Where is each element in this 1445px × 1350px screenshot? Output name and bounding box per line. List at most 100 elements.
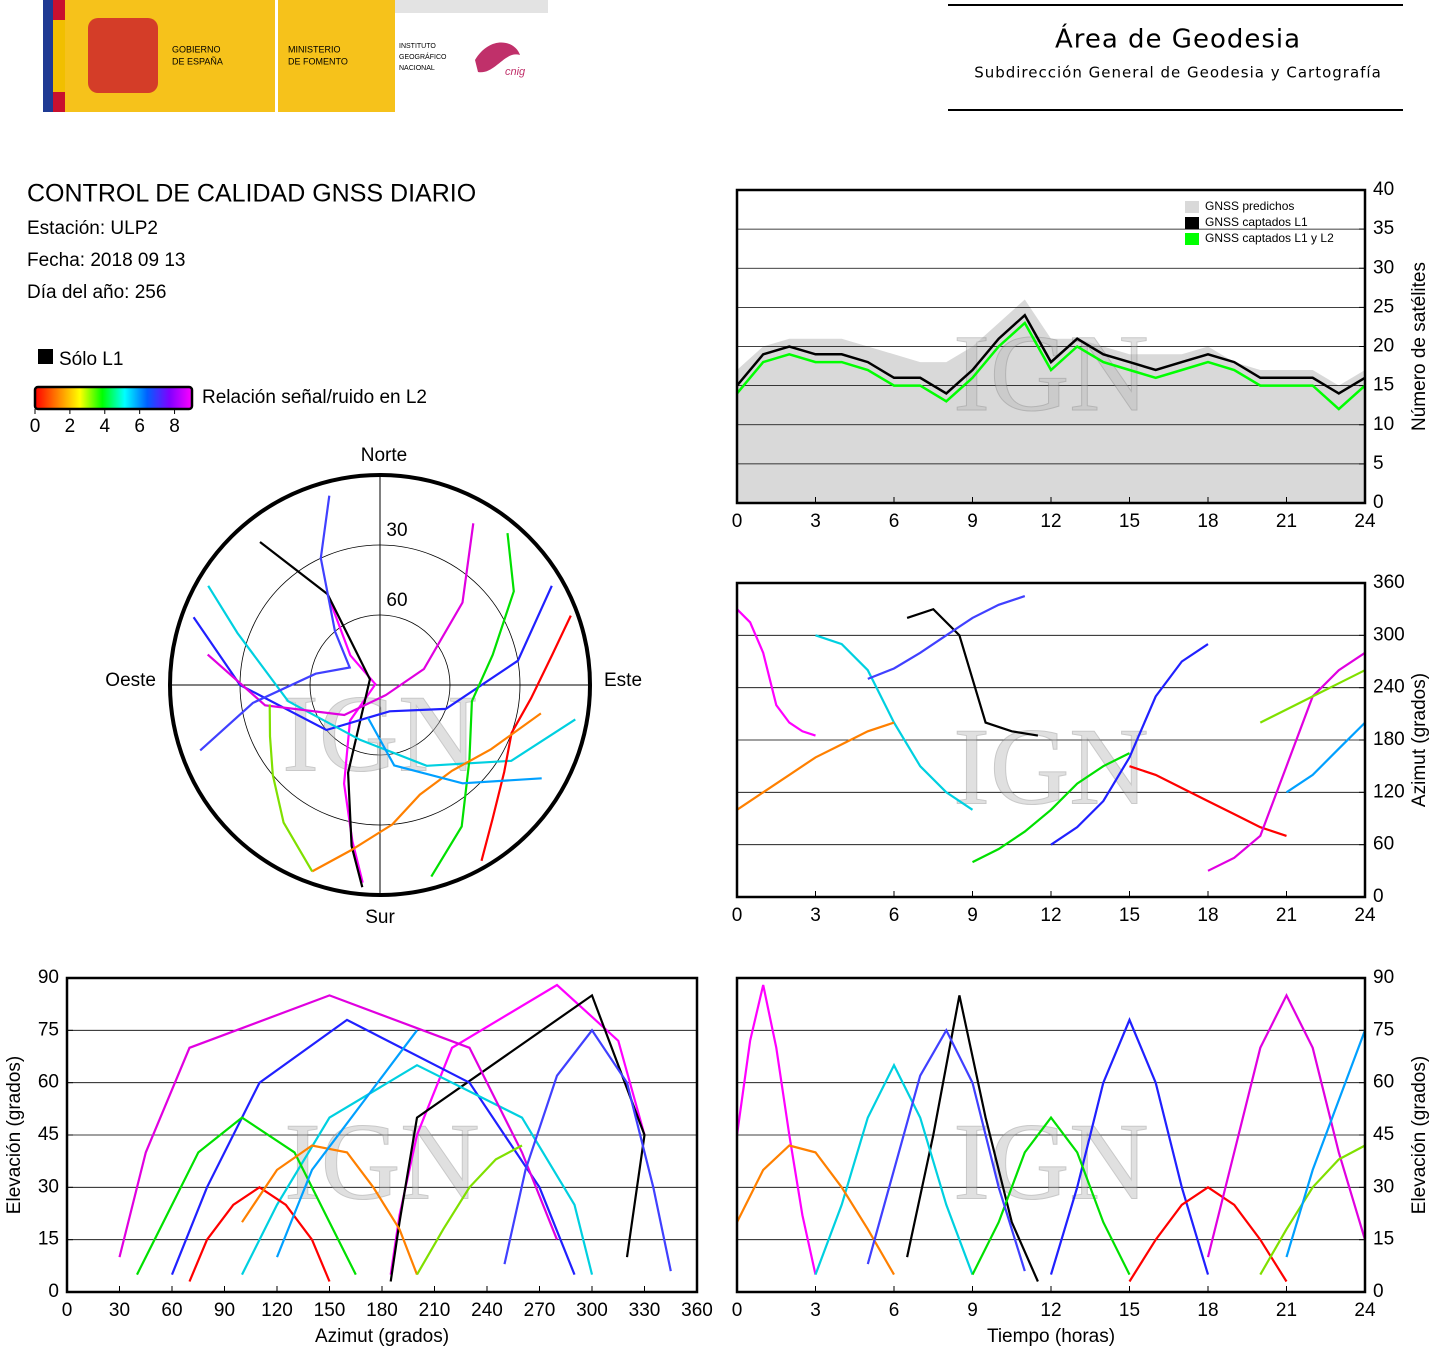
elevation-ring (309, 614, 451, 756)
y-tick-label: 0 (1373, 886, 1384, 907)
x-tick-label: 360 (681, 1300, 713, 1321)
direction-label: Oeste (105, 670, 156, 691)
x-tick-label: 15 (1119, 1300, 1140, 1321)
x-tick-label: 60 (161, 1300, 182, 1321)
satellite-track (1259, 669, 1366, 724)
satellite-track (416, 1144, 523, 1276)
day-of-year: Día del año: 256 (27, 282, 166, 303)
satellite-track (735, 984, 817, 1275)
satellite-track (736, 1144, 895, 1276)
gov-text: GOBIERNO (172, 44, 221, 54)
colorbar-tick-label: 2 (65, 416, 76, 437)
satellite-track (1285, 1029, 1367, 1258)
x-tick-label: 21 (1276, 511, 1297, 532)
sky-track (199, 495, 352, 752)
x-tick-label: 6 (889, 1300, 900, 1321)
y-tick-label: 45 (38, 1124, 59, 1145)
satellite-track (906, 995, 1039, 1282)
x-tick-label: 12 (1040, 511, 1061, 532)
y-tick-label: 360 (1373, 572, 1405, 593)
x-tick-label: 18 (1197, 1300, 1218, 1321)
sky-track (206, 523, 475, 717)
satellite-track (1049, 1017, 1210, 1275)
satellite-track (241, 1144, 419, 1275)
ministry-text: DE FOMENTO (288, 56, 348, 66)
y-tick-label: 90 (1373, 967, 1394, 988)
flag-eu (43, 0, 53, 112)
elevation-ring-label: 60 (386, 590, 407, 611)
sky-track (367, 717, 542, 785)
y-tick-label: 15 (38, 1229, 59, 1250)
satellite-track (971, 1115, 1131, 1276)
y-tick-label: 40 (1373, 179, 1394, 200)
y-tick-label: 25 (1373, 296, 1394, 317)
colorbar-label: Relación señal/ruido en L2 (202, 387, 427, 408)
watermark: IGN (284, 1100, 480, 1222)
y-tick-label: 240 (1373, 677, 1405, 698)
x-tick-label: 15 (1119, 511, 1140, 532)
satellite-track (1206, 992, 1367, 1258)
line-series (736, 313, 1366, 395)
plot-frame (735, 188, 1367, 505)
satellite-track (1207, 651, 1366, 872)
header-texts: GOBIERNO DE ESPAÑA MINISTERIO DE FOMENTO… (172, 23, 1382, 82)
satellite-track (118, 994, 559, 1258)
watermark: IGN (282, 672, 478, 794)
sky-track (268, 704, 314, 872)
satellite-track (241, 1063, 594, 1276)
satellite-track (389, 983, 646, 1275)
legend-label: GNSS captados L1 (1205, 215, 1308, 229)
watermark: IGN (953, 312, 1149, 434)
x-tick-label: 6 (889, 905, 900, 926)
x-tick-label: 120 (261, 1300, 293, 1321)
x-axis-label: Tiempo (horas) (987, 1326, 1115, 1347)
x-tick-label: 0 (732, 905, 743, 926)
x-tick-label: 21 (1276, 905, 1297, 926)
coat-of-arms (88, 18, 158, 93)
x-tick-label: 9 (967, 1300, 978, 1321)
sky-track (311, 712, 542, 873)
y-tick-label: 45 (1373, 1124, 1394, 1145)
colorbar (33, 385, 194, 411)
direction-label: Norte (361, 445, 407, 466)
satellite-track (1285, 721, 1366, 794)
x-tick-label: 300 (576, 1300, 608, 1321)
elevation-ring-label: 30 (386, 520, 407, 541)
y-tick-label: 90 (38, 967, 59, 988)
line-series (736, 321, 1366, 411)
x-tick-label: 12 (1040, 1300, 1061, 1321)
legend-swatch (1185, 201, 1199, 213)
satellite-track (136, 1116, 357, 1276)
y-tick-label: 35 (1373, 218, 1394, 239)
satellite-track (906, 607, 1039, 737)
area-series (737, 299, 1365, 503)
sky-track (480, 615, 572, 862)
y-tick-label: 30 (1373, 1176, 1394, 1197)
x-tick-label: 9 (967, 905, 978, 926)
satellite-track (867, 595, 1026, 680)
x-tick-label: 150 (314, 1300, 346, 1321)
satellite-track (736, 721, 895, 811)
direction-label: Sur (365, 907, 395, 928)
y-tick-label: 20 (1373, 336, 1394, 357)
l1-only-swatch (38, 349, 53, 364)
x-tick-label: 30 (109, 1300, 130, 1321)
x-tick-label: 0 (732, 1300, 743, 1321)
legend-swatch (1185, 233, 1199, 245)
subdirection: Subdirección General de Geodesia y Carto… (974, 64, 1382, 82)
y-tick-label: 10 (1373, 414, 1394, 435)
y-tick-label: 180 (1373, 729, 1405, 750)
y-tick-label: 120 (1373, 781, 1405, 802)
x-tick-label: 3 (810, 1300, 821, 1321)
satellite-track (503, 1028, 672, 1272)
y-tick-label: 5 (1373, 453, 1384, 474)
plot-frame (65, 976, 699, 1294)
area-title: Área de Geodesia (1055, 23, 1301, 55)
satellite-track (1129, 765, 1287, 837)
x-tick-label: 0 (62, 1300, 73, 1321)
y-tick-label: 0 (48, 1281, 59, 1302)
legend-swatch (1185, 217, 1199, 229)
x-tick-label: 330 (629, 1300, 661, 1321)
x-tick-label: 12 (1040, 905, 1061, 926)
